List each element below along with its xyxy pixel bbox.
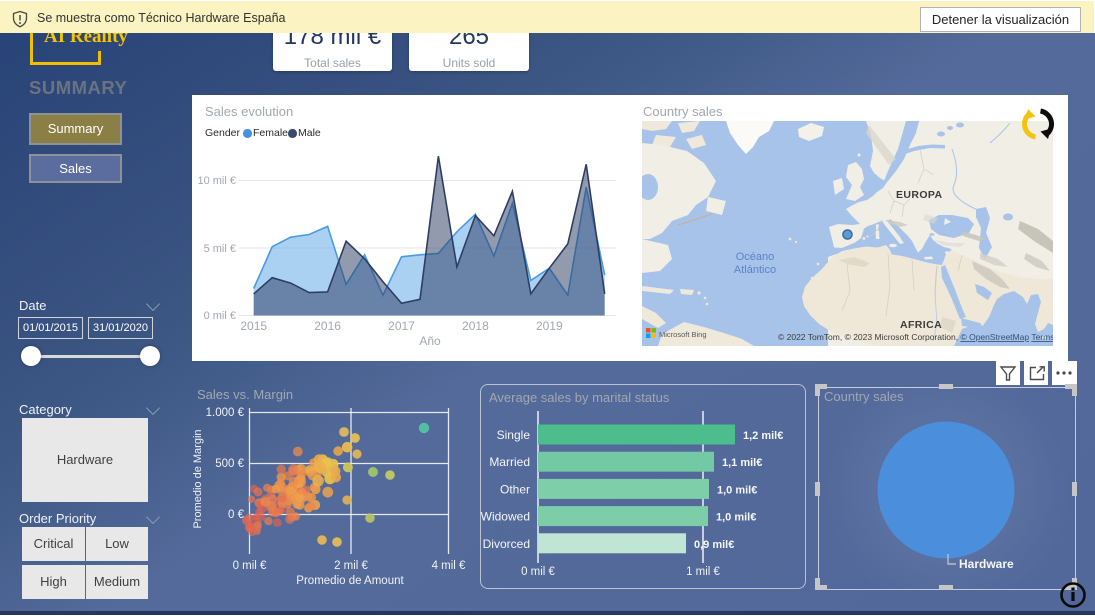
svg-text:0 mil €: 0 mil € — [204, 310, 236, 322]
svg-text:2015: 2015 — [240, 319, 267, 333]
svg-text:2016: 2016 — [314, 319, 341, 333]
svg-text:2019: 2019 — [536, 319, 563, 333]
svg-text:5 mil €: 5 mil € — [204, 243, 236, 255]
svg-text:1,0 mil€: 1,0 mil€ — [717, 484, 757, 496]
svg-text:Divorced: Divorced — [483, 537, 530, 551]
svg-text:Año: Año — [419, 334, 441, 348]
svg-text:AFRICA: AFRICA — [900, 319, 942, 331]
svg-text:Microsoft Bing: Microsoft Bing — [659, 330, 707, 339]
svg-text:Promedio de Margin: Promedio de Margin — [192, 429, 204, 528]
svg-text:EUROPA: EUROPA — [896, 189, 943, 201]
svg-text:2018: 2018 — [462, 319, 489, 333]
svg-text:Single: Single — [497, 428, 531, 442]
svg-text:Widowed: Widowed — [481, 510, 530, 524]
svg-text:0,9 mil€: 0,9 mil€ — [694, 539, 734, 551]
svg-text:0 mil €: 0 mil € — [521, 566, 555, 578]
svg-text:4 mil €: 4 mil € — [432, 560, 466, 572]
svg-text:10 mil €: 10 mil € — [197, 175, 236, 187]
svg-text:© 2022 TomTom, © 2023 Microsof: © 2022 TomTom, © 2023 Microsoft Corporat… — [778, 332, 1053, 342]
svg-text:0 mil €: 0 mil € — [233, 560, 267, 572]
svg-text:Promedio de Amount: Promedio de Amount — [296, 575, 404, 587]
svg-text:500 €: 500 € — [215, 458, 244, 470]
svg-text:1 mil €: 1 mil € — [686, 566, 720, 578]
svg-text:1.000 €: 1.000 € — [206, 407, 245, 419]
svg-text:Atlántico: Atlántico — [734, 264, 776, 276]
svg-text:Hardware: Hardware — [959, 557, 1014, 571]
svg-text:1,0 mil€: 1,0 mil€ — [716, 512, 756, 524]
svg-text:1,1 mil€: 1,1 mil€ — [722, 457, 762, 469]
svg-text:1,2 mil€: 1,2 mil€ — [743, 430, 783, 442]
svg-text:2017: 2017 — [388, 319, 415, 333]
svg-text:Océano: Océano — [736, 251, 775, 263]
svg-text:Other: Other — [500, 482, 530, 496]
svg-text:2 mil €: 2 mil € — [334, 560, 368, 572]
svg-text:Married: Married — [489, 455, 530, 469]
svg-text:0 €: 0 € — [228, 509, 245, 521]
